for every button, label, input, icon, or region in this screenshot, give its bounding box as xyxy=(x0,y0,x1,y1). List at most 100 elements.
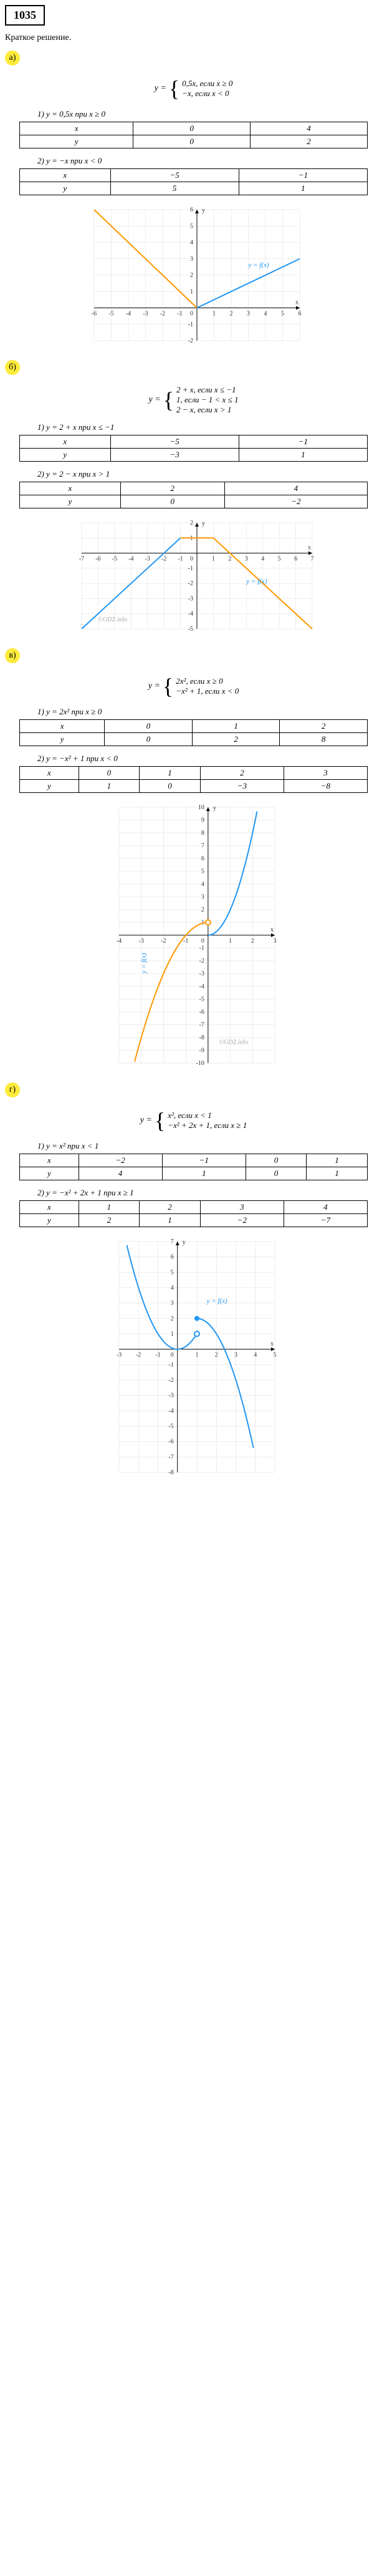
svg-text:-3: -3 xyxy=(168,1392,173,1399)
table-cell: −1 xyxy=(239,435,367,449)
table-cell: −5 xyxy=(110,169,239,182)
svg-text:4: 4 xyxy=(254,1352,257,1359)
case-line: −x, если x < 0 xyxy=(182,89,232,99)
svg-text:-2: -2 xyxy=(188,338,193,344)
svg-text:-1: -1 xyxy=(178,556,183,563)
svg-text:-6: -6 xyxy=(168,1439,173,1446)
svg-text:-2: -2 xyxy=(168,1377,173,1384)
piecewise-formula: y = {2x², если x ≥ 0−x² + 1, если x < 0 xyxy=(0,673,387,699)
table-cell: 2 xyxy=(120,482,224,495)
svg-text:-1: -1 xyxy=(183,938,188,945)
svg-text:-4: -4 xyxy=(128,556,133,563)
piecewise-formula: y = {x², если x < 1−x² + 2x + 1, если x … xyxy=(0,1107,387,1134)
svg-text:-3: -3 xyxy=(143,311,148,318)
svg-text:2: 2 xyxy=(251,938,254,945)
svg-text:-2: -2 xyxy=(160,311,165,318)
table-cell: 1 xyxy=(239,449,367,462)
graph: -3-2-112345-8-7-6-5-4-3-2-112345670xyy =… xyxy=(100,1232,287,1482)
svg-text:-6: -6 xyxy=(95,556,100,563)
svg-text:©GDZ.info: ©GDZ.info xyxy=(98,616,127,623)
part-heading: 1) y = 2 + x при x ≤ −1 xyxy=(37,422,387,432)
svg-text:3: 3 xyxy=(190,256,193,263)
table-cell: 1 xyxy=(140,767,201,780)
part-heading: 1) y = 0,5x при x ≥ 0 xyxy=(37,109,387,119)
svg-text:-5: -5 xyxy=(108,311,113,318)
svg-text:2: 2 xyxy=(229,311,232,318)
svg-text:6: 6 xyxy=(294,556,297,563)
svg-text:10: 10 xyxy=(198,804,204,811)
svg-text:1: 1 xyxy=(213,311,216,318)
svg-text:4: 4 xyxy=(264,311,267,318)
svg-text:2: 2 xyxy=(214,1352,217,1359)
table-cell: 2 xyxy=(251,135,368,148)
table-cell: 3 xyxy=(284,767,367,780)
table-cell: 1 xyxy=(307,1154,368,1167)
svg-text:2: 2 xyxy=(170,1315,173,1322)
svg-text:2: 2 xyxy=(190,272,193,279)
table-header: x xyxy=(20,169,111,182)
case-line: −x² + 1, если x < 0 xyxy=(176,686,239,696)
table-cell: −8 xyxy=(284,780,367,793)
svg-text:4: 4 xyxy=(170,1285,173,1291)
table-header: x xyxy=(20,122,133,135)
svg-text:-1: -1 xyxy=(155,1352,160,1359)
svg-text:-7: -7 xyxy=(168,1454,173,1461)
svg-text:1: 1 xyxy=(195,1352,198,1359)
subtitle: Краткое решение. xyxy=(5,33,382,43)
data-table: x−5−1y51 xyxy=(19,168,368,195)
table-cell: 2 xyxy=(200,767,284,780)
case-line: 2 − x, если x > 1 xyxy=(176,405,239,415)
svg-text:5: 5 xyxy=(281,311,284,318)
table-cell: −2 xyxy=(79,1154,162,1167)
svg-text:-1: -1 xyxy=(177,311,182,318)
svg-text:4: 4 xyxy=(201,881,204,888)
svg-text:6: 6 xyxy=(298,311,301,318)
table-header: x xyxy=(20,1201,79,1214)
svg-text:x: x xyxy=(308,545,311,552)
table-header: x xyxy=(20,435,111,449)
table-header: y xyxy=(20,182,111,195)
data-table: x012y028 xyxy=(19,719,368,746)
case-line: 2x², если x ≥ 0 xyxy=(176,676,239,686)
svg-text:2: 2 xyxy=(201,906,204,913)
svg-text:3: 3 xyxy=(247,311,250,318)
svg-text:0: 0 xyxy=(170,1352,173,1359)
svg-text:y: y xyxy=(213,805,216,812)
svg-text:-1: -1 xyxy=(188,565,193,572)
table-cell: −3 xyxy=(110,449,239,462)
table-cell: 0 xyxy=(120,495,224,508)
svg-text:2: 2 xyxy=(190,520,193,527)
svg-text:y: y xyxy=(202,207,205,214)
table-cell: 0 xyxy=(140,780,201,793)
svg-text:4: 4 xyxy=(190,240,193,246)
svg-text:0: 0 xyxy=(190,556,193,563)
svg-text:1: 1 xyxy=(170,1331,173,1338)
table-header: y xyxy=(20,1167,79,1180)
svg-text:y = f(x): y = f(x) xyxy=(246,578,267,585)
table-cell: −1 xyxy=(162,1154,246,1167)
svg-text:-8: -8 xyxy=(199,1034,204,1041)
svg-text:y: y xyxy=(202,520,205,527)
table-header: x xyxy=(20,482,121,495)
svg-text:-5: -5 xyxy=(112,556,117,563)
table-cell: −1 xyxy=(239,169,367,182)
table-cell: 3 xyxy=(200,1201,284,1214)
svg-text:-4: -4 xyxy=(188,611,193,618)
svg-text:1: 1 xyxy=(190,288,193,295)
svg-text:-6: -6 xyxy=(199,1009,204,1016)
part-heading: 1) y = x² при x < 1 xyxy=(37,1141,387,1151)
table-cell: −5 xyxy=(110,435,239,449)
svg-text:3: 3 xyxy=(201,894,204,901)
piecewise-formula: y = {2 + x, если x ≤ −11, если − 1 < x ≤… xyxy=(0,385,387,415)
table-header: y xyxy=(20,780,79,793)
case-line: −x² + 2x + 1, если x ≥ 1 xyxy=(168,1120,247,1130)
table-header: y xyxy=(20,1214,79,1227)
svg-text:3: 3 xyxy=(244,556,247,563)
case-line: 2 + x, если x ≤ −1 xyxy=(176,385,239,395)
table-cell: 1 xyxy=(79,780,140,793)
svg-text:x: x xyxy=(270,1341,274,1348)
table-cell: −2 xyxy=(200,1214,284,1227)
data-table: x24y0−2 xyxy=(19,482,368,508)
svg-text:1: 1 xyxy=(229,938,232,945)
table-cell: 1 xyxy=(239,182,367,195)
